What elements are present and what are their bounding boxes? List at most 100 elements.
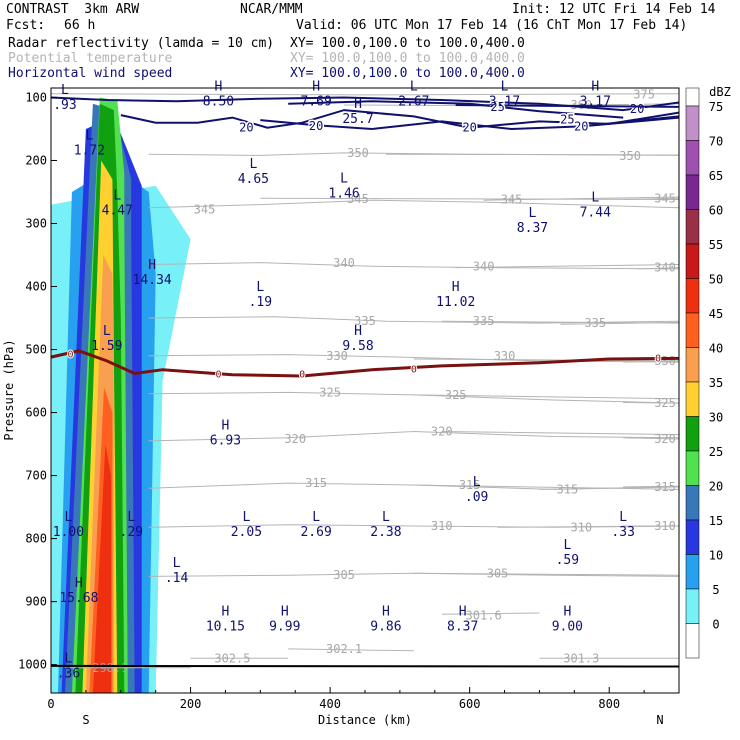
wind-contour-25 [455,104,679,108]
theta-layer: 375 360 350 350 345 345 345 345 340 340 340 335 335 3… [51,88,679,675]
y-tick-label: 700 [25,469,47,483]
colorbar-label: 10 [709,549,723,563]
x-tick-label: 800 [598,697,620,711]
wind-extremum-value: 1.72 [74,144,105,159]
wind-max-marker: H [215,79,223,94]
theta-contour-label: 315 [459,478,481,492]
wind-max-marker: H [281,604,289,619]
theta-contour-label: 325 [445,388,467,402]
wind-min-marker: L [473,475,481,490]
theta-contour-label: 302.1 [326,642,362,656]
theta-contour-345 [148,199,679,209]
field-name-wind: Horizontal wind speed [8,66,173,81]
theta-contour-305 [413,572,679,576]
colorbar-label: 65 [709,169,723,183]
wind-extremum-value: 4.65 [238,172,269,187]
wind-extremum-value: 1.59 [91,339,122,354]
theta-contour-label: 298.1 [92,661,128,675]
theta-contour-label: 315 [654,480,676,494]
wind-min-marker: L [563,538,571,553]
wind-contour-label: 20 [309,119,323,133]
forecast-hours: 66 h [64,18,96,33]
wind-extremum-value: 9.58 [342,339,373,354]
freezing-level-label: 0 [655,353,661,364]
x-tick-label: 600 [459,697,481,711]
wind-extremum-value: 9.86 [370,619,401,634]
theta-contour-label: 350 [619,149,641,163]
theta-contour-label: 335 [354,314,376,328]
forecast-label: Fcst: [6,18,46,33]
y-tick-label: 200 [25,153,47,167]
theta-contour-label: 320 [654,432,676,446]
y-tick-label: 100 [25,90,47,104]
theta-contour-label: 305 [333,568,355,582]
theta-contour-302.1 [288,648,414,652]
x-tick-label: 400 [319,697,341,711]
colorbar-swatch-65 [685,174,700,210]
init-time: Init: 12 UTC Fri 14 Feb 14 [512,2,716,17]
y-tick-label: 300 [25,216,47,230]
colorbar-label: 5 [712,583,719,597]
endpoint-right: N [656,713,663,727]
theta-contour-340 [637,267,679,270]
colorbar-swatch-50 [685,278,700,314]
theta-contour-label: 340 [654,261,676,275]
colorbar-swatch-55 [685,243,700,279]
wind-extremum-value: 9.00 [552,619,583,634]
model-title: CONTRAST 3km ARW [6,2,140,17]
wind-min-marker: L [529,206,537,221]
wind-extremum-value: 2.38 [370,525,401,540]
colorbar-swatch-60 [685,209,700,245]
theta-contour-label: 335 [473,314,495,328]
freezing-level-layer: 0 0 0 0 0 [51,349,679,382]
wind-extremum-value: 9.99 [269,619,300,634]
wind-contour-label: 25 [560,113,574,127]
field-xy-wind: XY= 100.0,100.0 to 100.0,400.0 [290,66,525,81]
theta-contour-320 [623,437,679,440]
wind-extremum-value: 3.17 [580,94,611,109]
wind-extremum-value: 6.93 [210,433,241,448]
wind-min-marker: L [591,190,599,205]
wind-extremum-value: 15.68 [59,591,98,606]
colorbar-swatch-25 [685,450,700,486]
y-tick-label: 800 [25,532,47,546]
colorbar-label: 20 [709,480,723,494]
colorbar-swatch-35 [685,381,700,417]
wind-extremum-value: 8.37 [517,221,548,236]
wind-min-marker: L [127,510,135,525]
y-tick-label: 900 [25,595,47,609]
y-tick-label: 400 [25,280,47,294]
colorbar-swatch-0 [685,623,700,659]
wind-extremum-value: 4.47 [102,203,133,218]
theta-contour-330 [413,358,679,362]
wind-extremum-value: 3.17 [489,94,520,109]
theta-contour-label: 350 [347,146,369,160]
field-name-reflectivity: Radar reflectivity (lamda = 10 cm) [8,36,275,51]
wind-min-marker: L [501,79,509,94]
wind-extremum-value: .29 [120,525,143,540]
theta-contour-label: 325 [319,385,341,399]
theta-contour-label: 315 [305,476,327,490]
reflectivity-layer [51,97,191,693]
theta-contour-335 [560,321,679,325]
wind-extremum-value: 7.44 [580,205,611,220]
theta-contour-315 [413,484,679,490]
endpoint-left: S [82,713,89,727]
freezing-level-line [51,349,679,378]
theta-contour-375 [51,93,679,96]
wind-extremum-value: .36 [57,667,80,682]
theta-contour-label: 340 [333,256,355,270]
colorbar-swatch-45 [685,312,700,348]
wind-min-marker: L [173,556,181,571]
wind-min-marker: L [65,652,73,667]
theta-contour-label: 310 [654,519,676,533]
wind-extremum-value: 8.50 [203,94,234,109]
wind-max-marker: H [222,604,230,619]
colorbar-swatch-75 [685,105,700,141]
wind-extremum-value: 1.00 [53,525,84,540]
theta-contour-label: 302.5 [214,651,250,665]
x-tick-label: 200 [180,697,202,711]
org-label: NCAR/MMM [240,2,303,17]
colorbar-swatch-40 [685,347,700,383]
